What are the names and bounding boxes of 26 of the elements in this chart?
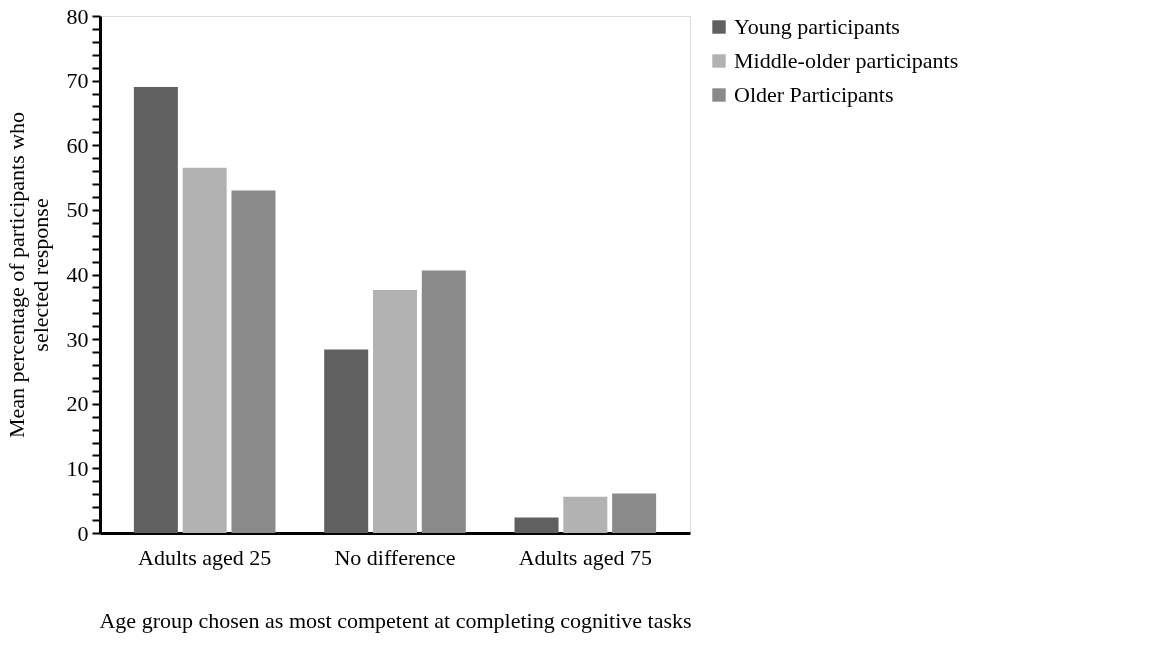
y-tick-label: 80: [66, 3, 89, 29]
x-tick-label: Adults aged 75: [518, 544, 652, 570]
x-tick-label: No difference: [334, 544, 456, 570]
bar: [421, 270, 466, 533]
bar: [373, 290, 417, 533]
bar: [514, 517, 559, 533]
y-tick-label: 60: [66, 132, 89, 158]
bar: [133, 87, 178, 533]
x-axis-title: Age group chosen as most competent at completing cognitive tasks: [99, 607, 692, 633]
y-tick-label: 40: [66, 262, 89, 287]
bar: [324, 349, 369, 533]
y-tick-label: 10: [66, 455, 89, 481]
bar: [182, 167, 227, 533]
legend-label: Older Participants: [734, 82, 894, 107]
y-tick-label: 30: [66, 326, 89, 352]
x-tick-label: Adults aged 25: [138, 544, 272, 570]
legend-label: Middle-older participants: [734, 48, 959, 73]
bar: [231, 190, 276, 533]
y-tick-label: 0: [77, 520, 89, 546]
y-tick-label: 20: [66, 391, 89, 417]
y-axis-title: Mean percentage of participants who selected response: [3, 111, 53, 439]
y-tick-label: 70: [66, 68, 89, 94]
legend-label: Young participants: [734, 14, 900, 39]
y-tick-label: 50: [66, 197, 89, 223]
bar: [612, 493, 657, 533]
bar: [563, 496, 608, 533]
